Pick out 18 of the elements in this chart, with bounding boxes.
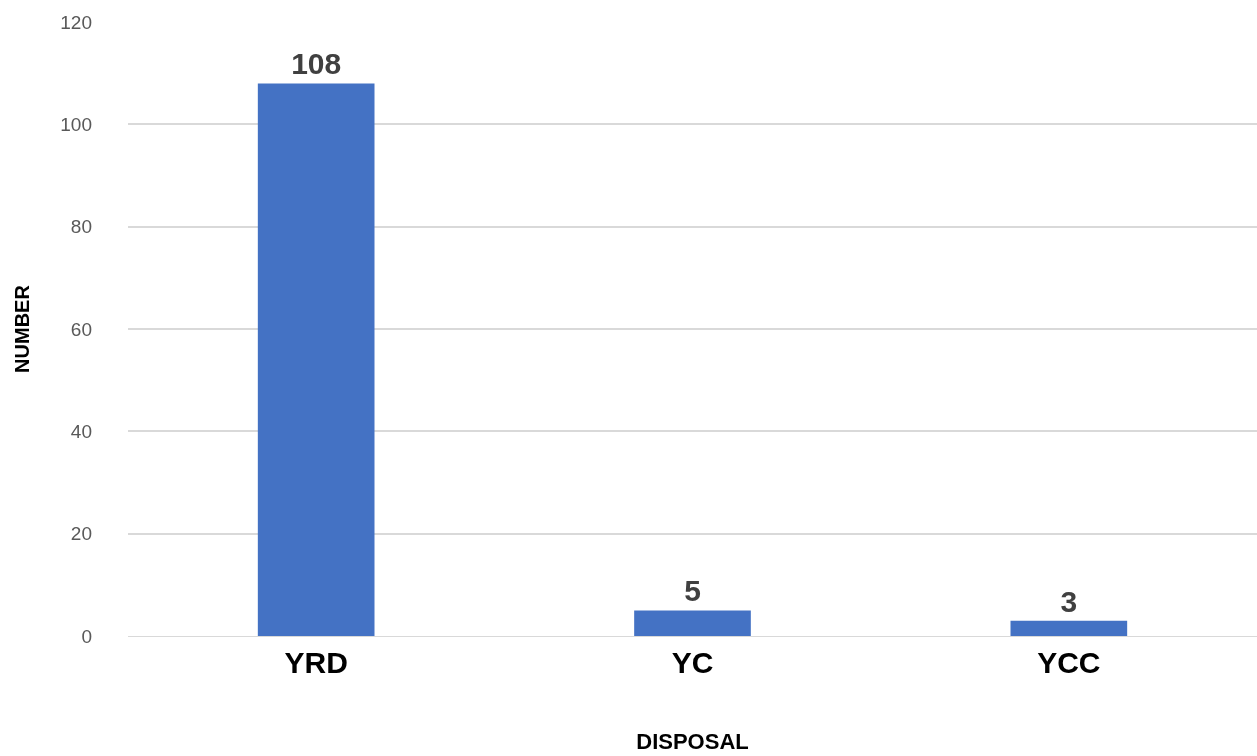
data-label: 3 (1060, 584, 1078, 618)
bar (1010, 620, 1128, 636)
y-tick-label: 80 (70, 216, 92, 238)
y-tick-label: 100 (60, 113, 92, 135)
y-tick-label: 120 (60, 11, 92, 33)
x-tick-label: YRD (284, 646, 348, 679)
x-tick-label: YC (671, 646, 714, 679)
bar (634, 610, 751, 636)
bar (257, 83, 375, 636)
x-tick-label: YCC (1037, 646, 1101, 679)
y-tick-label: 60 (70, 318, 92, 340)
x-axis-title: DISPOSAL (636, 728, 749, 754)
data-label: 108 (291, 47, 342, 81)
data-label: 5 (684, 574, 701, 608)
y-tick-label: 40 (70, 420, 92, 442)
y-axis-title: NUMBER (10, 284, 33, 373)
y-tick-label: 0 (81, 625, 92, 647)
y-tick-label: 20 (70, 523, 92, 545)
